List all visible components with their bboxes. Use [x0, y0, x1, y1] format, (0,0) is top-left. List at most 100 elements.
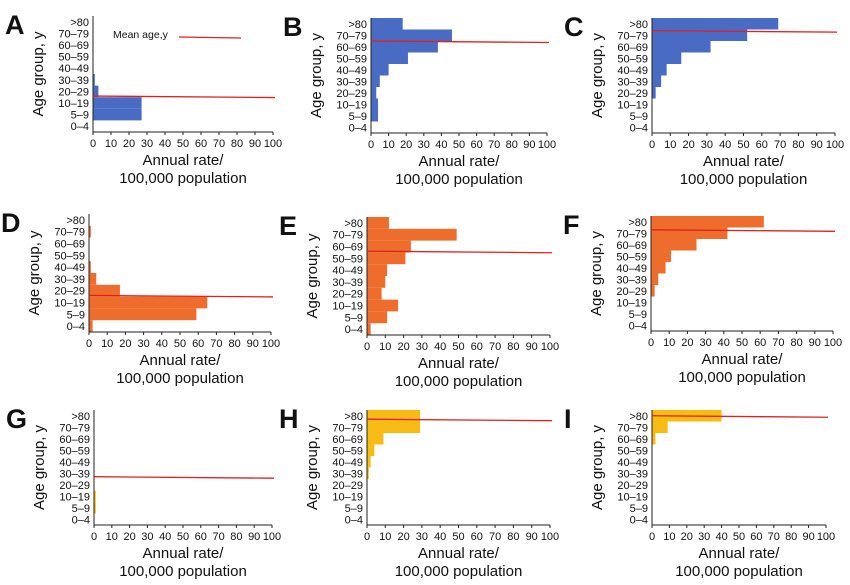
category-tick-label: 30–39: [332, 277, 363, 289]
x-tick-label: 40: [719, 139, 731, 151]
category-tick-label: 10–19: [58, 98, 89, 110]
x-tick-label: 40: [435, 139, 447, 151]
category-tick-label: 5–9: [67, 309, 85, 321]
x-tick-label: 60: [192, 338, 204, 350]
x-tick-label: 90: [249, 138, 261, 150]
bar: [94, 490, 96, 502]
category-tick-label: >80: [344, 411, 363, 423]
x-axis-label-line2: 100,000 population: [678, 369, 806, 386]
category-tick-label: 0–4: [629, 320, 647, 332]
x-tick-label: 10: [663, 531, 675, 543]
x-tick-label: 10: [382, 139, 394, 151]
x-tick-label: 70: [489, 531, 501, 543]
legend-label: Mean age,y: [113, 29, 169, 41]
x-tick-label: 0: [649, 139, 655, 151]
bar: [367, 456, 371, 468]
x-tick-label: 0: [648, 337, 654, 349]
y-axis-label: Age group, y: [589, 424, 606, 510]
category-tick-label: >80: [629, 19, 648, 31]
category-tick-label: 70–79: [332, 422, 363, 434]
bar: [89, 261, 91, 273]
category-tick-label: 50–59: [616, 251, 647, 263]
bar: [93, 108, 142, 121]
x-tick-label: 50: [452, 531, 464, 543]
x-tick-label: 100: [817, 531, 835, 543]
bar: [89, 320, 93, 332]
x-tick-label: 70: [212, 531, 224, 543]
bar: [371, 110, 379, 122]
bar: [367, 311, 388, 324]
y-axis-label: Age group, y: [588, 230, 605, 316]
category-tick-label: 60–69: [616, 240, 647, 252]
category-tick-label: 30–39: [59, 468, 90, 480]
category-tick-label: 70–79: [336, 30, 367, 42]
bar: [367, 217, 389, 229]
category-tick-label: 60–69: [617, 42, 648, 54]
bar: [371, 41, 438, 53]
bar: [371, 87, 377, 99]
y-axis-label: Age group, y: [31, 424, 48, 510]
bar: [367, 410, 421, 422]
x-tick-label: 70: [772, 337, 784, 349]
category-tick-label: 60–69: [54, 239, 85, 251]
category-tick-label: 0–4: [345, 514, 363, 526]
x-tick-label: 50: [177, 531, 189, 543]
x-tick-label: 0: [649, 531, 655, 543]
category-tick-label: >80: [66, 215, 85, 227]
category-tick-label: 20–29: [59, 480, 90, 492]
x-axis-label-line2: 100,000 population: [119, 563, 247, 580]
x-tick-label: 60: [471, 531, 483, 543]
x-tick-label: 20: [681, 337, 693, 349]
panel-letter: I: [564, 404, 572, 434]
bar: [652, 433, 656, 445]
bar: [652, 421, 668, 433]
bar: [89, 273, 97, 285]
x-tick-label: 60: [756, 139, 768, 151]
category-tick-label: 10–19: [616, 297, 647, 309]
category-tick-label: 70–79: [617, 422, 648, 434]
x-tick-label: 80: [507, 531, 519, 543]
x-axis-label-line1: Annual rate/: [418, 355, 500, 372]
x-tick-label: 100: [263, 531, 281, 543]
mean-age-line: [650, 229, 836, 232]
bar: [651, 250, 672, 262]
x-tick-label: 70: [488, 139, 500, 151]
x-tick-label: 10: [664, 139, 676, 151]
category-tick-label: 10–19: [54, 298, 85, 310]
x-tick-label: 80: [228, 338, 240, 350]
x-tick-label: 100: [826, 139, 844, 151]
panel-b: B >8070–7960–6950–5940–4930–3920–2910–195…: [283, 12, 556, 188]
bar: [367, 299, 399, 312]
x-tick-label: 30: [137, 338, 149, 350]
category-tick-label: 20–29: [336, 88, 367, 100]
bar: [367, 228, 457, 241]
legend-line-swatch: [178, 36, 242, 39]
category-tick-label: 5–9: [629, 309, 647, 321]
y-axis-label: Age group, y: [30, 31, 47, 117]
y-axis-label: Age group, y: [304, 233, 321, 319]
bar: [652, 18, 779, 30]
category-tick-label: >80: [70, 17, 89, 29]
bar: [652, 64, 667, 76]
x-axis-label-line2: 100,000 population: [116, 370, 244, 387]
panel-letter: C: [564, 12, 584, 42]
mean-age-line: [88, 294, 274, 298]
bar: [367, 433, 384, 445]
bar: [89, 308, 197, 321]
bar: [89, 225, 91, 238]
x-tick-label: 100: [262, 338, 280, 350]
category-tick-label: 40–49: [59, 457, 90, 469]
panel-d: D >8070–7960–6950–5940–4930–3920–2910–195…: [1, 208, 280, 387]
x-axis-label-line2: 100,000 population: [395, 373, 523, 390]
bar: [652, 75, 662, 87]
x-tick-label: 0: [90, 138, 96, 150]
x-axis-label-line2: 100,000 population: [119, 170, 247, 187]
x-tick-label: 60: [195, 138, 207, 150]
x-tick-label: 20: [682, 139, 694, 151]
x-tick-label: 80: [785, 531, 797, 543]
category-tick-label: 0–4: [349, 122, 367, 134]
category-tick-label: 20–29: [58, 86, 89, 98]
x-tick-label: 10: [106, 531, 118, 543]
x-tick-label: 90: [247, 338, 259, 350]
